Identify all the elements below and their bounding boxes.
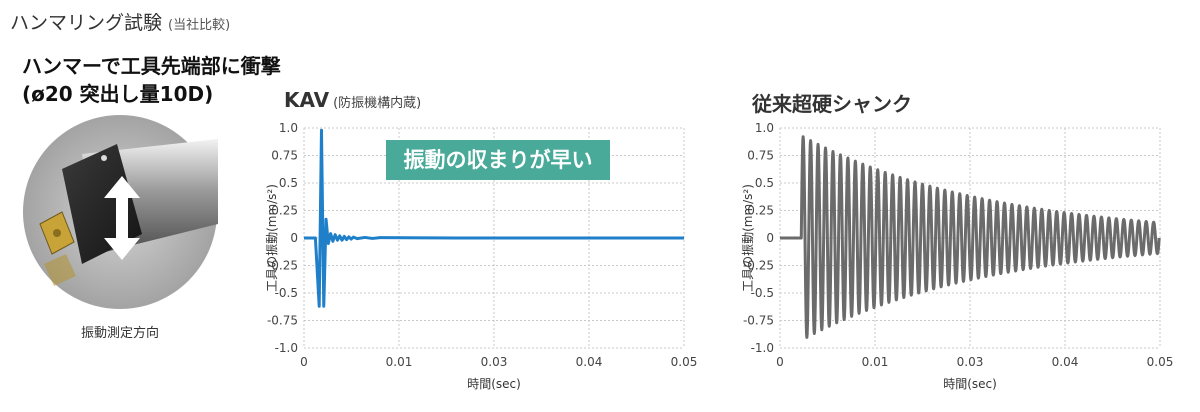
page-title-text: ハンマリング試験 xyxy=(10,12,163,34)
page-title: ハンマリング試験 (当社比較) xyxy=(10,8,230,35)
y-tick-label: 0.75 xyxy=(271,149,298,163)
y-tick-label: 1.0 xyxy=(279,121,298,135)
kav-vibration-chart: 1.00.750.50.250-0.25-0.5-0.75-1.00 0.01 0.… xyxy=(265,121,698,391)
x-tick-label: 0.03 xyxy=(957,355,984,369)
y-tick-label: 0 xyxy=(290,231,298,245)
y-tick-label: -1.0 xyxy=(275,341,298,355)
y-tick-label: -1.0 xyxy=(751,341,774,355)
y-tick-label: 0.25 xyxy=(271,204,298,218)
y-tick-label: 0.5 xyxy=(755,176,774,190)
x-tick-label: 0.01 xyxy=(862,355,889,369)
conventional-vibration-chart: 1.00.750.50.250-0.25-0.5-0.75-1.00 0.01 0.… xyxy=(741,121,1174,391)
screw-icon xyxy=(101,155,107,161)
y-tick-label: 1.0 xyxy=(755,121,774,135)
x-tick-label: 0 xyxy=(300,355,308,369)
conventional-chart-title: 従来超硬シャンク xyxy=(752,88,912,117)
y-axis-label: 工具の振動(mm/s²) xyxy=(741,184,755,292)
tool-photo xyxy=(22,114,218,310)
x-tick-label: 0.01 xyxy=(386,355,413,369)
x-tick-label: 0.05 xyxy=(1147,355,1174,369)
y-tick-label: -0.25 xyxy=(267,259,298,273)
page-title-note: (当社比較) xyxy=(168,18,231,33)
tool-photo-svg xyxy=(23,115,218,309)
x-tick-label: 0.03 xyxy=(481,355,508,369)
y-tick-label: 0.5 xyxy=(279,176,298,190)
kav-title-text: KAV xyxy=(284,88,330,112)
vibration-series-line xyxy=(780,135,1161,339)
insert-screw-icon xyxy=(53,229,61,237)
y-tick-label: -0.75 xyxy=(267,314,298,328)
x-tick-label: 0 xyxy=(776,355,784,369)
y-tick-label: 0.75 xyxy=(747,149,774,163)
y-tick-label: 0 xyxy=(766,231,774,245)
y-axis-label: 工具の振動(mm/s²) xyxy=(265,184,279,292)
fast-damping-callout: 振動の収まりが早い xyxy=(386,140,610,180)
vibration-direction-arrow xyxy=(104,176,140,260)
x-tick-label: 0.04 xyxy=(1052,355,1079,369)
heading-line-1: ハンマーで工具先端部に衝撃 xyxy=(22,54,281,78)
y-tick-label: -0.25 xyxy=(743,259,774,273)
conventional-title-text: 従来超硬シャンク xyxy=(752,92,912,116)
x-axis-label: 時間(sec) xyxy=(467,377,521,391)
x-tick-label: 0.04 xyxy=(576,355,603,369)
y-tick-label: 0.25 xyxy=(747,204,774,218)
heading-line-2: (ø20 突出し量10D) xyxy=(22,82,214,106)
insert-reflection xyxy=(44,254,76,286)
kav-chart-title: KAV (防振機構内蔵) xyxy=(284,88,421,112)
x-axis-label: 時間(sec) xyxy=(943,377,997,391)
y-tick-label: -0.5 xyxy=(275,286,298,300)
kav-subtitle: (防振機構内蔵) xyxy=(333,96,422,111)
y-tick-label: -0.75 xyxy=(743,314,774,328)
x-tick-label: 0.05 xyxy=(671,355,698,369)
y-tick-label: -0.5 xyxy=(751,286,774,300)
vibration-series-line xyxy=(304,128,684,308)
photo-caption: 振動測定方向 xyxy=(80,326,159,341)
test-condition-heading: ハンマーで工具先端部に衝撃 (ø20 突出し量10D) xyxy=(22,52,281,108)
